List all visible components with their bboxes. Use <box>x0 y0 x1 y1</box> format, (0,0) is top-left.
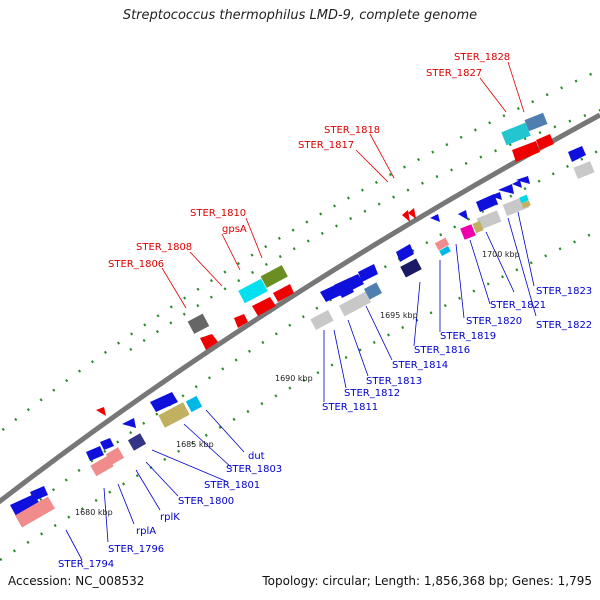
gene-ster-1823 <box>512 180 522 188</box>
gene-gpsA <box>252 297 276 316</box>
gene-ster-1803 <box>158 402 190 428</box>
label-ster-1800: STER_1800 <box>178 496 234 507</box>
gene-dut <box>185 395 203 413</box>
gene-red-small <box>536 134 554 150</box>
upper-labels: STER_1806 STER_1808 gpsA STER_1810 STER_… <box>108 52 510 270</box>
gene-red-arrow <box>273 284 294 302</box>
gene-ster-1794 <box>10 494 40 516</box>
label-ster-1801: STER_1801 <box>204 480 260 491</box>
callout-lines-blue <box>65 211 537 561</box>
lower-genes[interactable] <box>10 176 531 528</box>
gene-ster-1801 <box>150 392 178 412</box>
label-ster-1828: STER_1828 <box>454 52 510 63</box>
label-ster-1810: STER_1810 <box>190 208 246 219</box>
label-rplA: rplA <box>136 526 156 537</box>
scale-labels: 1680 kbp 1685 kbp 1690 kbp 1695 kbp 1700… <box>75 250 520 517</box>
gene-ster-1827 <box>501 122 531 146</box>
label-ster-1814: STER_1814 <box>392 360 448 371</box>
gene-ster-1812 <box>334 274 364 296</box>
gene-ster-1814 <box>338 291 372 317</box>
gene-ster-1800 <box>122 418 136 428</box>
gene-ster-1818 <box>408 208 416 219</box>
label-ster-1796: STER_1796 <box>108 544 164 555</box>
label-ster-1821: STER_1821 <box>490 300 546 311</box>
gene-ster-1806 <box>187 313 210 334</box>
callout-lines-red <box>161 61 525 309</box>
gene-ster-1816 <box>396 244 414 262</box>
gene-ster-1820 <box>458 210 468 220</box>
gene-ster-1828 <box>524 112 548 132</box>
gene-ster-1813 <box>310 310 334 330</box>
gene-ster-1822 <box>498 184 514 194</box>
gene-ster-1819 <box>430 214 440 222</box>
label-ster-1822: STER_1822 <box>536 320 592 331</box>
label-ster-1811: STER_1811 <box>322 402 378 413</box>
genome-backbone <box>0 112 600 505</box>
label-ster-1806: STER_1806 <box>108 259 164 270</box>
label-ster-1823: STER_1823 <box>536 286 592 297</box>
label-ster-1820: STER_1820 <box>466 316 522 327</box>
upper-genes[interactable] <box>96 112 595 416</box>
gene-rplK <box>105 447 125 465</box>
label-ster-1817: STER_1817 <box>298 140 354 151</box>
topology-text: Topology: circular; Length: 1,856,368 bp… <box>262 574 592 588</box>
page-title: Streptococcus thermophilus LMD-9, comple… <box>122 8 478 23</box>
label-ster-1818: STER_1818 <box>324 125 380 136</box>
scale-label-1700: 1700 kbp <box>482 250 520 259</box>
label-ster-1803: STER_1803 <box>226 464 282 475</box>
label-rplK: rplK <box>160 512 180 523</box>
scale-label-1695: 1695 kbp <box>380 311 418 320</box>
label-ster-1816: STER_1816 <box>414 345 470 356</box>
scale-label-1690: 1690 kbp <box>275 374 313 383</box>
gene-ster-1810-cyan <box>238 278 268 304</box>
scale-label-1680: 1680 kbp <box>75 508 113 517</box>
gene-ster-1794-pink <box>15 496 55 528</box>
label-dut: dut <box>248 451 265 462</box>
gene-ster-1817 <box>402 210 410 222</box>
lower-labels: STER_1794 STER_1796 rplA rplK STER_1800 … <box>58 286 592 570</box>
label-ster-1812: STER_1812 <box>344 388 400 399</box>
gene-rplA <box>90 455 114 477</box>
scale-label-1685: 1685 kbp <box>176 440 214 449</box>
gene-ster-1806b <box>200 334 218 350</box>
gene-ster-1796 <box>86 446 104 461</box>
label-ster-1819: STER_1819 <box>440 331 496 342</box>
gene-ster-1821 <box>476 194 498 212</box>
label-ster-1827: STER_1827 <box>426 68 482 79</box>
gene-ster-1810-olive <box>260 265 288 288</box>
gene-blue-far <box>568 146 586 162</box>
accession-text: Accession: NC_008532 <box>8 574 145 588</box>
gene-red-big <box>512 141 540 162</box>
gene-grey-far <box>573 161 595 179</box>
label-gpsA: gpsA <box>222 224 247 235</box>
label-ster-1794: STER_1794 <box>58 559 114 570</box>
gene-ster-1808 <box>234 314 248 328</box>
label-ster-1808: STER_1808 <box>136 242 192 253</box>
label-ster-1813: STER_1813 <box>366 376 422 387</box>
gene-red-mark <box>96 407 106 416</box>
